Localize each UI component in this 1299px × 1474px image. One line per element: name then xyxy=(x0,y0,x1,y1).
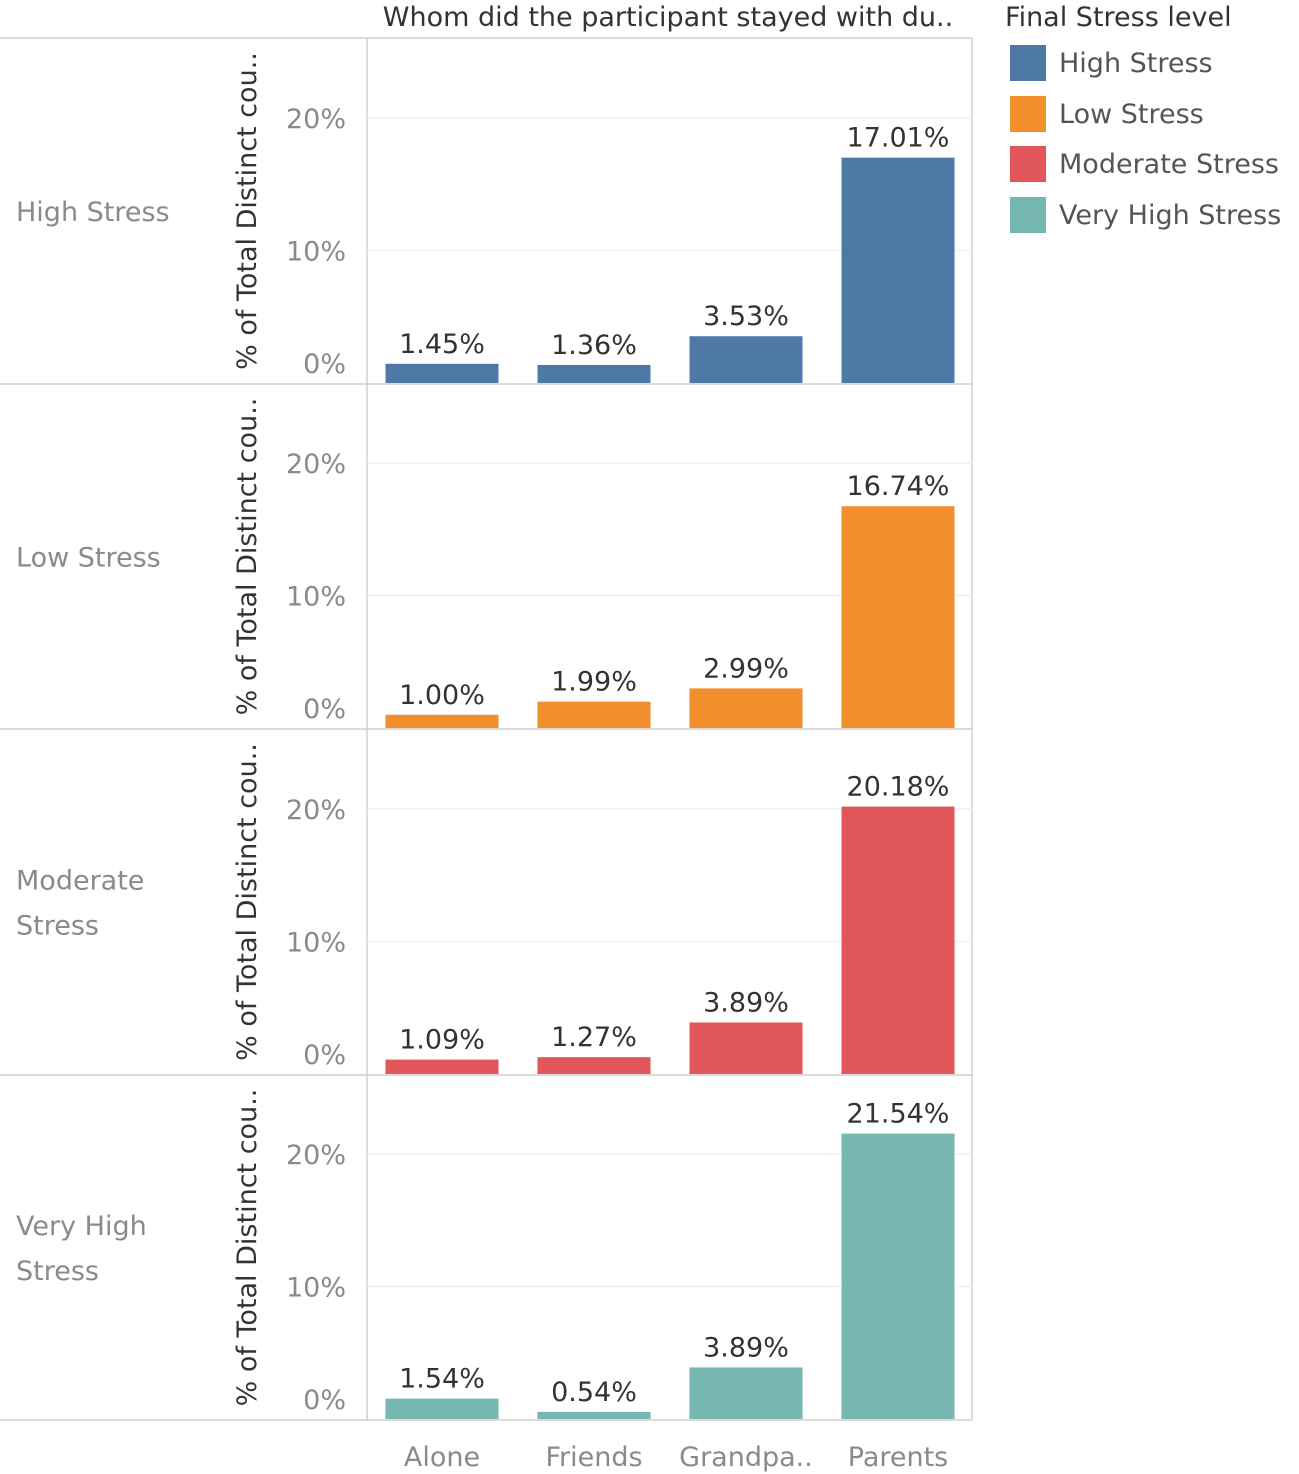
bar-grandpa xyxy=(689,1367,803,1419)
row-label: Stress xyxy=(16,911,99,942)
y-tick-label: 0% xyxy=(303,694,346,725)
y-tick-label: 10% xyxy=(286,928,346,959)
data-label: 1.99% xyxy=(551,667,637,698)
data-label: 21.54% xyxy=(847,1099,950,1130)
row-label: High Stress xyxy=(16,197,170,228)
bar-friends xyxy=(537,1057,651,1074)
x-tick-label: Friends xyxy=(545,1442,642,1473)
y-tick-label: 10% xyxy=(286,582,346,613)
data-label: 0.54% xyxy=(551,1377,637,1408)
bar-parents xyxy=(841,157,955,383)
data-label: 3.89% xyxy=(703,1332,789,1363)
panel-very-high-stress: Very High Stress % of Total Distinct cou..… xyxy=(0,1089,972,1421)
data-label: 1.27% xyxy=(551,1022,637,1053)
data-label: 1.45% xyxy=(399,329,485,360)
y-tick-label: 20% xyxy=(286,1140,346,1171)
legend-swatch xyxy=(1010,96,1046,132)
x-tick-label: Parents xyxy=(848,1442,949,1473)
data-label: 1.09% xyxy=(399,1025,485,1056)
bar-alone xyxy=(385,363,499,383)
y-tick-label: 10% xyxy=(286,237,346,268)
panel-low-stress: Low Stress % of Total Distinct cou.. 0% 10%… xyxy=(0,398,972,730)
y-tick-label: 20% xyxy=(286,449,346,480)
legend-swatch xyxy=(1010,45,1046,81)
y-axis-title: % of Total Distinct cou.. xyxy=(232,1089,263,1407)
legend-item-very-high-stress[interactable]: Very High Stress xyxy=(1010,197,1281,233)
legend-label: Low Stress xyxy=(1059,98,1204,130)
bar-grandpa xyxy=(689,336,803,383)
legend-item-high-stress[interactable]: High Stress xyxy=(1010,45,1213,81)
data-label: 1.00% xyxy=(399,680,485,711)
data-label: 2.99% xyxy=(703,653,789,684)
legend-label: Very High Stress xyxy=(1059,199,1282,231)
y-tick-label: 0% xyxy=(303,349,346,380)
bar-alone xyxy=(385,1059,499,1074)
legend-item-moderate-stress[interactable]: Moderate Stress xyxy=(1010,146,1279,182)
row-label: Stress xyxy=(16,1256,99,1287)
y-tick-label: 0% xyxy=(303,1385,346,1416)
bar-friends xyxy=(537,364,651,383)
x-tick-label: Grandpa.. xyxy=(679,1442,813,1473)
data-label: 1.54% xyxy=(399,1364,485,1395)
bar-alone xyxy=(385,1398,499,1419)
bar-friends xyxy=(537,701,651,728)
y-axis-title: % of Total Distinct cou.. xyxy=(232,743,263,1061)
panel-moderate-stress: Moderate Stress % of Total Distinct cou.. 0… xyxy=(0,743,972,1076)
data-label: 17.01% xyxy=(847,123,950,154)
y-tick-label: 10% xyxy=(286,1273,346,1304)
row-label: Low Stress xyxy=(16,543,161,574)
legend-swatch xyxy=(1010,197,1046,233)
legend-title: Final Stress level xyxy=(1005,2,1232,33)
data-label: 3.53% xyxy=(703,301,789,332)
row-label: Moderate xyxy=(16,866,144,897)
bar-grandpa xyxy=(689,688,803,728)
bar-alone xyxy=(385,714,499,728)
y-axis-title: % of Total Distinct cou.. xyxy=(232,398,263,716)
y-tick-label: 0% xyxy=(303,1040,346,1071)
panel-high-stress: High Stress % of Total Distinct cou.. 0% 10… xyxy=(0,52,972,385)
legend-label: High Stress xyxy=(1059,47,1213,79)
y-tick-label: 20% xyxy=(286,104,346,135)
legend-label: Moderate Stress xyxy=(1059,148,1279,180)
data-label: 16.74% xyxy=(847,471,950,502)
legend-item-low-stress[interactable]: Low Stress xyxy=(1010,96,1204,132)
column-header: Whom did the participant stayed with du.… xyxy=(383,2,953,33)
x-tick-label: Alone xyxy=(404,1442,480,1473)
data-label: 3.89% xyxy=(703,987,789,1018)
y-axis-title: % of Total Distinct cou.. xyxy=(232,52,263,370)
data-label: 1.36% xyxy=(551,330,637,361)
bar-grandpa xyxy=(689,1022,803,1074)
legend-swatch xyxy=(1010,146,1046,182)
bar-parents xyxy=(841,506,955,728)
bar-parents xyxy=(841,806,955,1074)
data-label: 20.18% xyxy=(847,772,950,803)
row-label: Very High xyxy=(16,1211,147,1242)
bar-parents xyxy=(841,1133,955,1419)
y-tick-label: 20% xyxy=(286,795,346,826)
bar-friends xyxy=(537,1411,651,1419)
